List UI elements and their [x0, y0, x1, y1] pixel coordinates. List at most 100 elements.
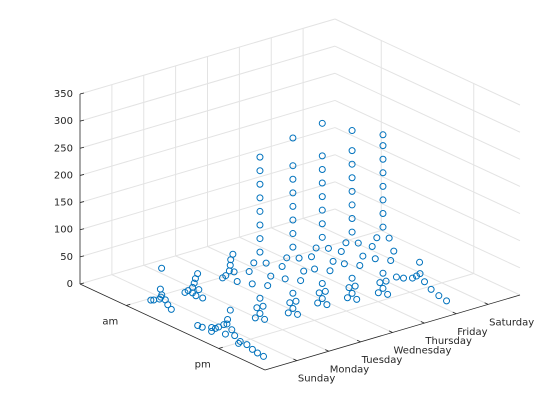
point [379, 210, 387, 218]
point [318, 220, 326, 228]
point [371, 255, 379, 263]
point [340, 260, 348, 268]
point [342, 239, 350, 247]
z-tick [79, 174, 85, 176]
point [264, 282, 272, 290]
point [400, 274, 408, 282]
point [236, 337, 244, 345]
point [435, 292, 443, 300]
point [164, 301, 172, 309]
point [379, 182, 387, 190]
point [326, 267, 334, 275]
x-tick [356, 339, 361, 343]
point [289, 134, 297, 142]
point [337, 247, 345, 255]
point [379, 142, 387, 150]
point [208, 324, 216, 332]
grid-line [334, 99, 521, 187]
point [318, 206, 326, 214]
grid-line [334, 154, 521, 242]
point [318, 119, 326, 127]
point [253, 304, 261, 312]
point [323, 301, 331, 309]
grid-line [334, 208, 521, 296]
point [283, 254, 291, 262]
grid-line [334, 127, 521, 215]
point [228, 326, 236, 334]
point [315, 289, 323, 297]
grid [79, 18, 521, 362]
grid-line [143, 264, 329, 352]
point [289, 230, 297, 238]
point [222, 272, 230, 280]
point [318, 233, 326, 241]
point [256, 167, 264, 175]
point [248, 280, 256, 288]
point [412, 272, 420, 280]
x-tick [325, 349, 329, 352]
grid-line [334, 45, 521, 133]
point [289, 216, 297, 224]
point [318, 165, 326, 173]
point [416, 258, 424, 266]
x-tick-label: Wednesday [394, 346, 452, 357]
point [184, 287, 192, 295]
z-tick-label: 200 [54, 170, 73, 181]
point [289, 189, 297, 197]
point [329, 257, 337, 265]
point [224, 316, 232, 324]
point [261, 315, 269, 323]
point [379, 155, 387, 163]
grid-line [334, 181, 521, 269]
grid-line [175, 255, 361, 343]
point [359, 252, 367, 260]
point [245, 268, 253, 276]
point [223, 320, 231, 328]
point [416, 270, 424, 278]
point [248, 345, 256, 353]
grid-line [302, 217, 489, 305]
point [256, 194, 264, 202]
point [300, 267, 308, 275]
point [256, 294, 264, 302]
z-tick-label: 50 [60, 252, 73, 263]
point [226, 306, 234, 314]
point [348, 214, 356, 222]
y-tick-label: am [102, 317, 118, 328]
point [289, 304, 297, 312]
point [343, 294, 351, 302]
point [289, 175, 297, 183]
point [368, 242, 376, 250]
point [384, 290, 392, 298]
point [256, 221, 264, 229]
x-tick-label: Saturday [489, 317, 534, 328]
point [318, 295, 326, 303]
point [195, 286, 203, 294]
point [294, 310, 302, 318]
z-tick-label: 300 [54, 116, 73, 127]
point [379, 284, 387, 292]
point [256, 309, 264, 317]
x-axis [264, 294, 521, 371]
point [382, 277, 390, 285]
point [311, 265, 319, 273]
y-tick-label: pm [195, 360, 211, 371]
point [348, 174, 356, 182]
x-tick [420, 321, 425, 324]
z-tick-label: 150 [54, 198, 73, 209]
point [373, 234, 381, 242]
point [243, 341, 251, 349]
point [292, 297, 300, 305]
point [348, 127, 356, 135]
point [233, 277, 241, 285]
point [156, 285, 164, 293]
y-tick [218, 346, 223, 349]
z-tick [79, 255, 85, 258]
grid-line [239, 236, 425, 324]
grid-line [126, 230, 382, 306]
point [354, 239, 362, 247]
point [348, 289, 356, 297]
point [351, 282, 359, 290]
point [256, 207, 264, 215]
point [262, 259, 270, 267]
